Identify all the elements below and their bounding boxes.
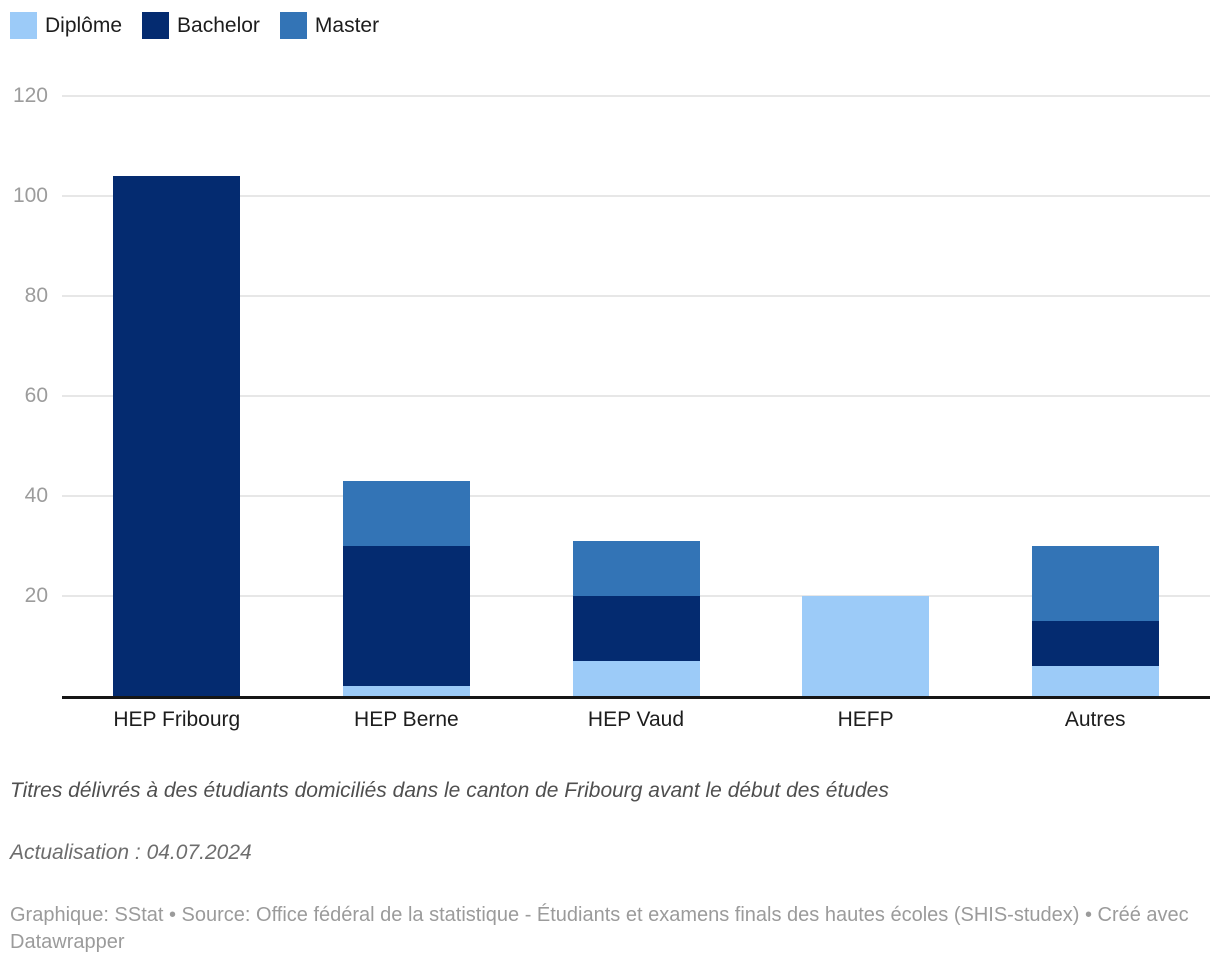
y-axis-tick-label: 20 xyxy=(24,584,48,607)
bar-segment-bachelor xyxy=(342,546,470,686)
gridline xyxy=(62,195,1210,197)
credits-line: Graphique: SStat • Source: Office fédéra… xyxy=(10,904,1189,953)
bar-segment-bachelor xyxy=(1031,621,1159,666)
y-axis-tick-label: 100 xyxy=(12,184,48,207)
legend-label-diplome: Diplôme xyxy=(45,13,123,37)
legend-swatch-master xyxy=(279,12,307,39)
legend-item-diplome: Diplôme xyxy=(10,12,122,39)
bar-segment-diplome xyxy=(802,596,930,696)
y-axis-tick-label: 120 xyxy=(12,84,48,107)
y-axis-tick-label: 80 xyxy=(24,284,48,307)
gridline xyxy=(62,95,1210,97)
y-axis-tick-label: 40 xyxy=(24,484,48,507)
bar-segment-diplome xyxy=(572,661,700,696)
legend-label-bachelor: Bachelor xyxy=(177,13,260,37)
legend-item-master: Master xyxy=(279,12,380,39)
gridline xyxy=(62,495,1210,497)
bar-segment-bachelor xyxy=(113,176,241,696)
x-axis-label: HEP Vaud xyxy=(587,708,685,731)
chart-legend: Diplôme Bachelor Master xyxy=(10,12,399,39)
x-axis-label: HEFP xyxy=(837,708,894,731)
legend-item-bachelor: Bachelor xyxy=(142,12,260,39)
x-axis-label: HEP Fribourg xyxy=(113,708,241,731)
bar-segment-master xyxy=(572,541,700,596)
bar-segment-bachelor xyxy=(572,596,700,661)
y-axis-tick-label: 60 xyxy=(24,384,48,407)
bar-segment-master xyxy=(342,481,470,546)
legend-swatch-bachelor xyxy=(142,12,170,39)
bar-segment-diplome xyxy=(1031,666,1159,696)
chart-description: Titres délivrés à des étudiants domicili… xyxy=(10,779,889,802)
x-axis-label: Autres xyxy=(1064,708,1126,731)
update-date: Actualisation : 04.07.2024 xyxy=(10,841,252,864)
x-axis-label: HEP Berne xyxy=(354,708,459,731)
legend-swatch-diplome xyxy=(10,12,37,39)
legend-label-master: Master xyxy=(314,13,380,37)
bar-segment-diplome xyxy=(342,686,470,696)
x-axis-line xyxy=(62,696,1210,699)
gridline xyxy=(62,395,1210,397)
bar-segment-master xyxy=(1031,546,1159,621)
gridline xyxy=(62,295,1210,297)
